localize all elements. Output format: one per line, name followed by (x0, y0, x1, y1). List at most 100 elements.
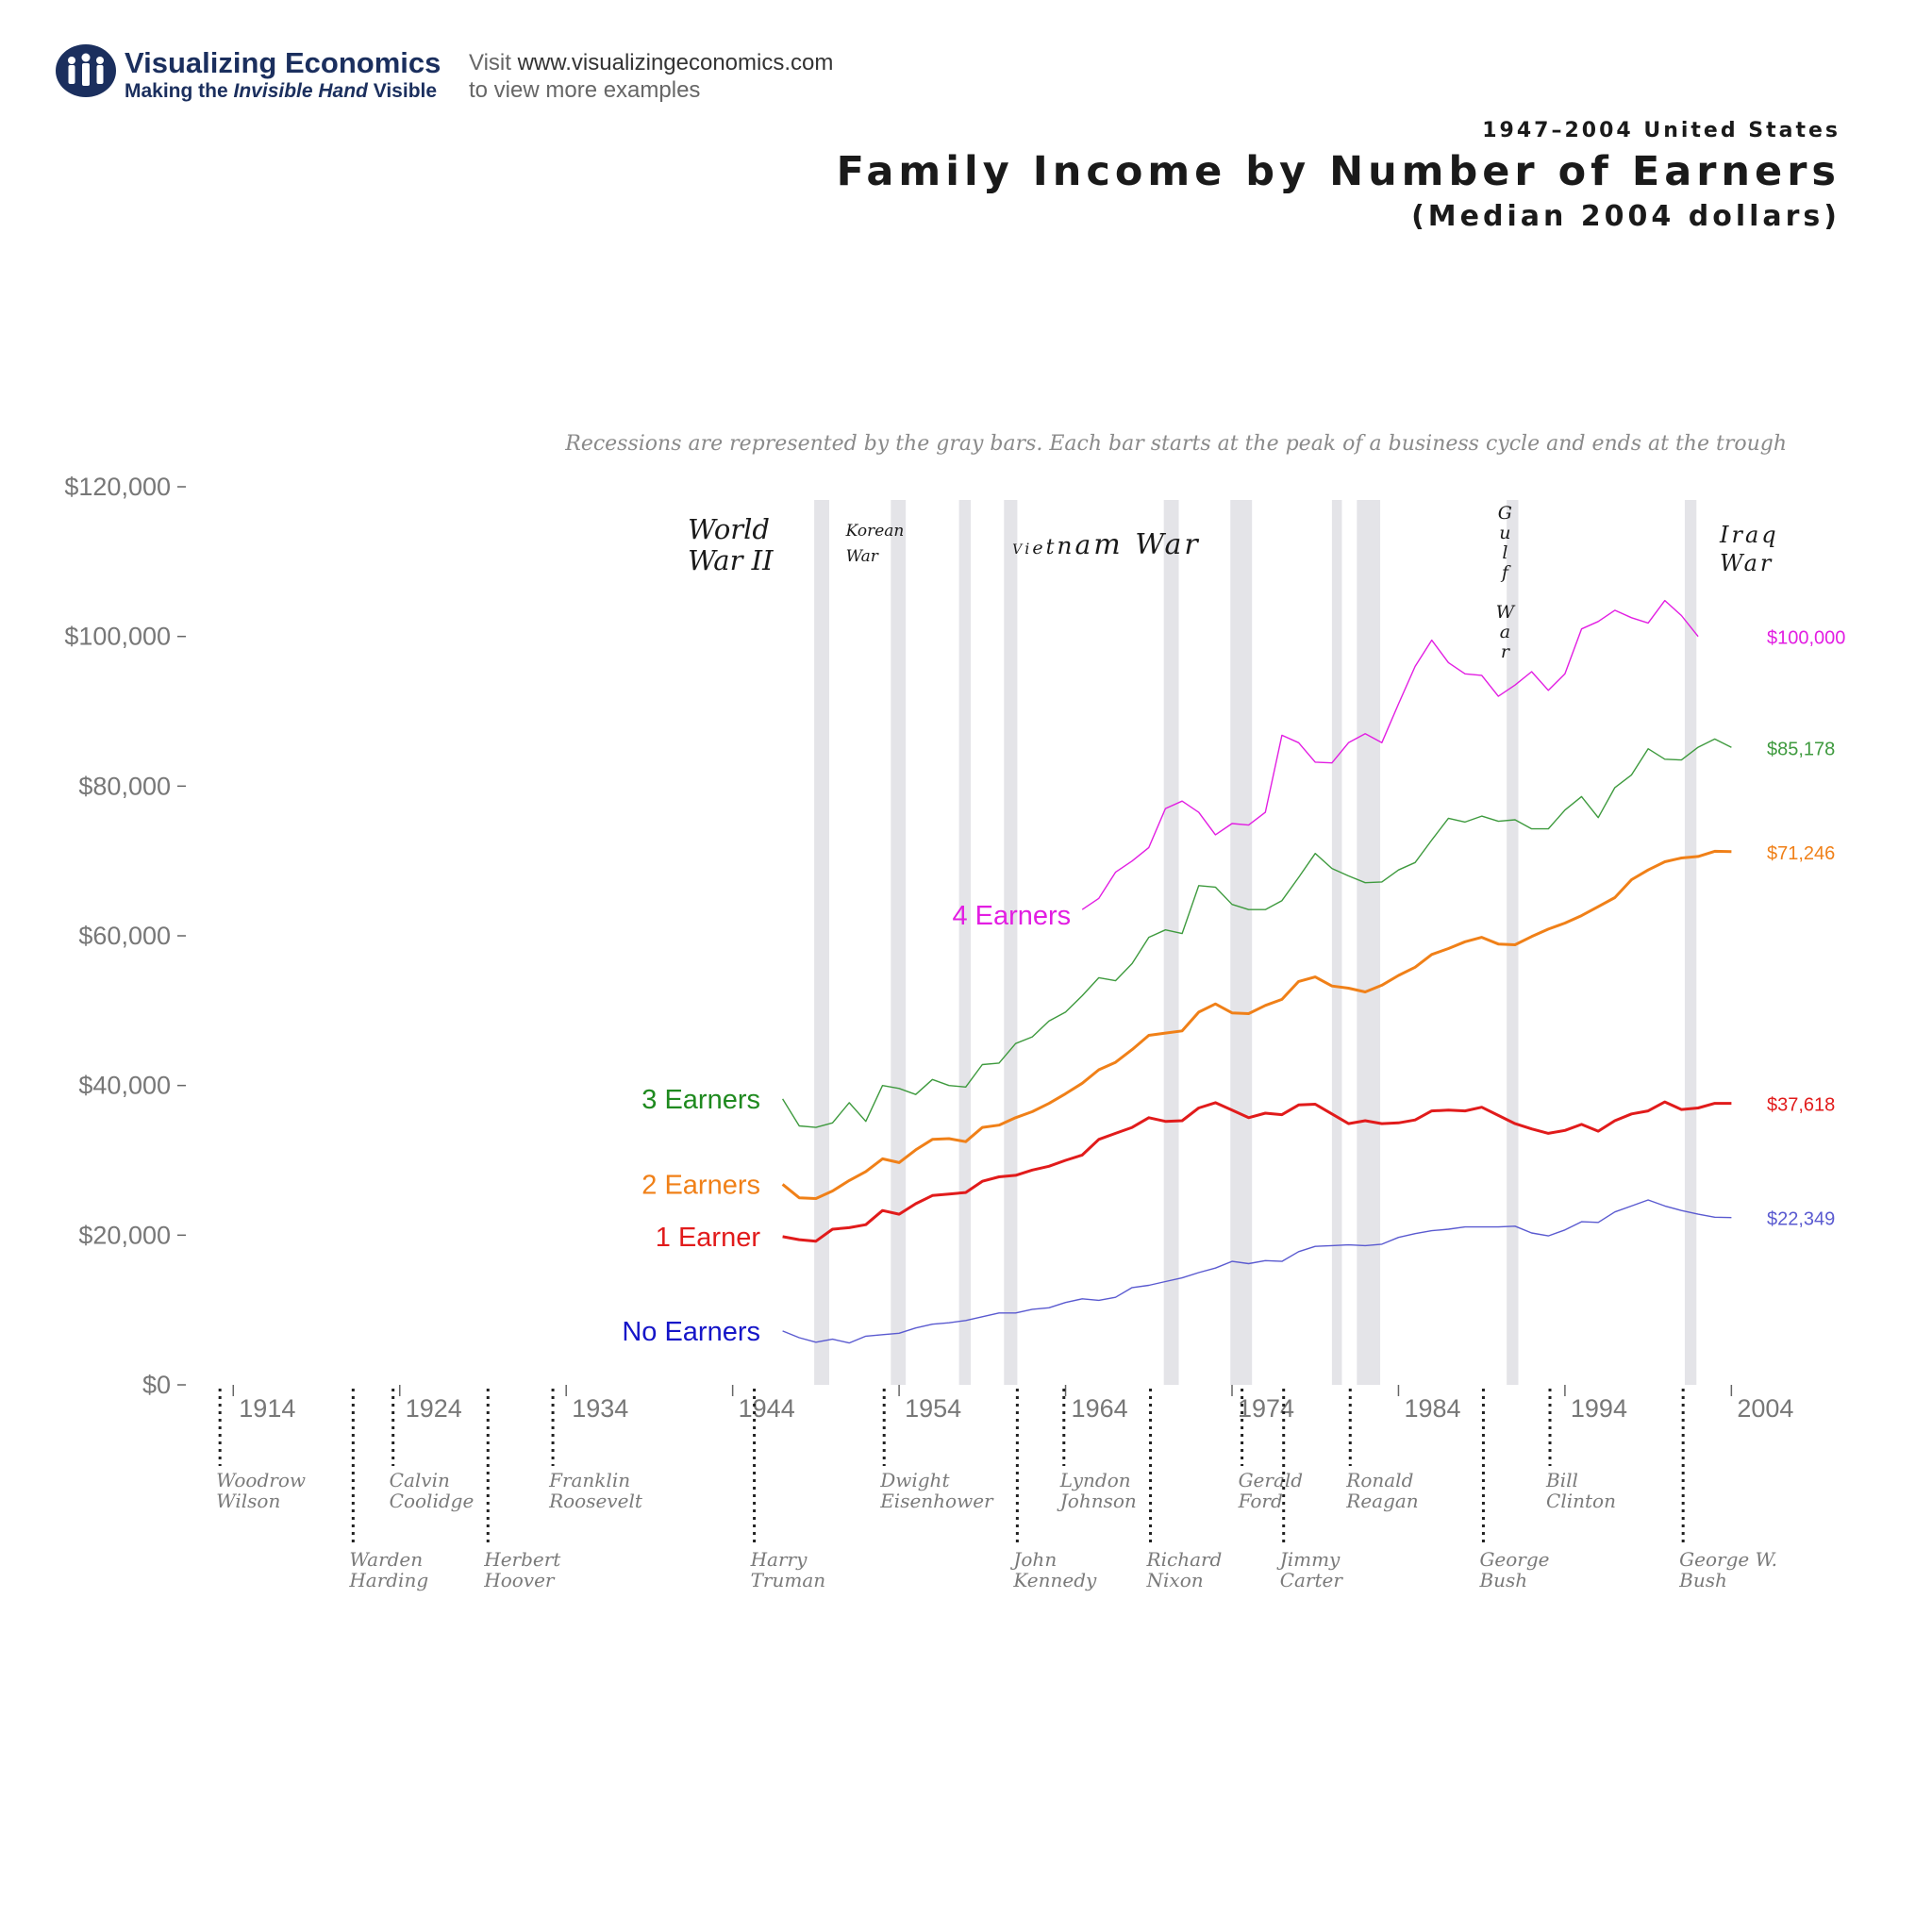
x-tick-label: 1964 (1072, 1394, 1128, 1423)
end-label-3-earners: $85,178 (1767, 739, 1835, 759)
president-label-lyndon-johnson: Lyndon (1059, 1469, 1131, 1491)
y-tick-label: $60,000 (78, 922, 171, 950)
visit-note: Visit www.visualizingeconomics.com to vi… (469, 49, 833, 104)
brand-name: Visualizing Economics (125, 46, 441, 79)
x-tick-label: 1944 (739, 1394, 795, 1423)
president-label-calvin-coolidge: Coolidge (390, 1490, 475, 1512)
y-tick-label: $40,000 (78, 1072, 171, 1100)
war-label-3: W (1496, 602, 1516, 623)
president-label-bill-clinton: Bill (1545, 1469, 1578, 1491)
x-tick-label: 1934 (572, 1394, 628, 1423)
series-line-4-earners (1081, 599, 1699, 910)
war-label-3: G (1498, 503, 1512, 524)
president-label-herbert-hoover: Herbert (483, 1548, 561, 1571)
series-line-3-earners (782, 738, 1732, 1128)
recession-bar-9 (1684, 500, 1697, 1385)
president-label-jimmy-carter: Carter (1280, 1569, 1344, 1591)
war-label-1: War (846, 547, 879, 566)
brand-tagline: Making the Invisible Hand Visible (125, 79, 441, 104)
end-label-1-earner: $37,618 (1767, 1095, 1835, 1116)
recession-bar-4 (1163, 500, 1179, 1385)
president-label-lyndon-johnson: Johnson (1057, 1490, 1137, 1512)
visit-prefix: Visit (469, 50, 518, 75)
x-tick-label: 1924 (406, 1394, 462, 1423)
series-label-4-earners: 4 Earners (952, 901, 1071, 931)
series-label-2-earners: 2 Earners (641, 1170, 760, 1200)
president-label-john-kennedy: Kennedy (1012, 1569, 1097, 1591)
x-axis: 1914 1924 1934 1944 1954 1964 1974 1984 1994 2004 (232, 1385, 1793, 1423)
visit-line-2: to view more examples (469, 77, 701, 103)
chart-subtitle: 1947–2004 United States (1482, 119, 1840, 142)
end-label-no-earners: $22,349 (1767, 1209, 1835, 1230)
recession-bar-3 (1004, 500, 1018, 1385)
president-label-ronald-reagan: Ronald (1345, 1469, 1413, 1491)
y-tick-label: $20,000 (78, 1221, 171, 1249)
war-label-4: Iraq (1719, 522, 1779, 548)
president-label-george-w-bush: Bush (1678, 1569, 1727, 1591)
y-tick-label: $0 (142, 1371, 171, 1399)
x-tick-label: 1984 (1404, 1394, 1460, 1423)
y-tick-label: $100,000 (64, 623, 171, 651)
series-label-3-earners: 3 Earners (641, 1085, 760, 1115)
recession-bar-0 (814, 500, 829, 1385)
recession-bar-2 (958, 500, 971, 1385)
visit-url[interactable]: www.visualizingeconomics.com (517, 50, 834, 75)
x-tick-label: 1994 (1571, 1394, 1627, 1423)
tagline-end: Visible (367, 80, 438, 102)
president-label-gerald-ford: Ford (1238, 1490, 1283, 1512)
president-label-george-bush: Bush (1478, 1569, 1527, 1591)
recession-note: Recessions are represented by the gray b… (564, 432, 1787, 456)
president-label-warden-harding: Warden (349, 1548, 423, 1571)
tagline-emphasis: Invisible Hand (233, 80, 368, 102)
president-label-bill-clinton: Clinton (1546, 1490, 1616, 1512)
president-label-woodrow-wilson: Wilson (216, 1490, 280, 1512)
chart-header: 1947–2004 United States Family Income by… (837, 117, 1840, 236)
president-label-richard-nixon: Richard (1146, 1548, 1223, 1571)
visit-line-1: Visit www.visualizingeconomics.com (469, 49, 833, 76)
series-label-no-earners: No Earners (622, 1317, 760, 1347)
president-label-harry-truman: Harry (750, 1548, 808, 1571)
chart-title: Family Income by Number of Earners (836, 148, 1840, 195)
recession-bar-8 (1507, 500, 1519, 1385)
war-label-3: f (1500, 562, 1511, 583)
war-label-4: War (1720, 550, 1774, 576)
tagline-start: Making the (125, 80, 234, 102)
war-label-3: l (1502, 542, 1507, 563)
president-label-franklin-roosevelt: Franklin (548, 1469, 630, 1491)
president-label-harry-truman: Truman (751, 1569, 826, 1591)
recession-bar-5 (1230, 500, 1253, 1385)
war-label-0: War II (688, 544, 774, 576)
x-tick-label: 1914 (239, 1394, 295, 1423)
president-label-herbert-hoover: Hoover (483, 1569, 556, 1591)
war-label-1: Korean (845, 522, 905, 541)
recession-bar-6 (1331, 500, 1342, 1385)
war-label-3: a (1500, 622, 1510, 642)
visualizing-economics-logo-icon (56, 44, 116, 97)
war-label-3: u (1499, 523, 1510, 543)
war-label-0: World (688, 513, 770, 545)
war-label-3: r (1501, 641, 1511, 662)
series-labels: $100,000 4 Earners $85,178 3 Earners $71,246… (622, 628, 1845, 1347)
series-line-no-earners (782, 1199, 1732, 1344)
y-tick-label: $80,000 (78, 772, 171, 800)
x-tick-label: 2004 (1737, 1394, 1793, 1423)
series-line-1-earner (782, 1100, 1732, 1243)
president-label-george-bush: George (1479, 1548, 1549, 1571)
end-label-2-earners: $71,246 (1767, 843, 1835, 864)
president-label-franklin-roosevelt: Roosevelt (548, 1490, 643, 1512)
president-label-richard-nixon: Nixon (1146, 1569, 1204, 1591)
president-label-ronald-reagan: Reagan (1345, 1490, 1418, 1512)
war-label-2: Vietnam War (1012, 528, 1201, 561)
president-label-gerald-ford: Gerald (1239, 1469, 1304, 1491)
president-label-woodrow-wilson: Woodrow (216, 1469, 306, 1491)
series-lines (781, 599, 1732, 1344)
recession-bars (814, 500, 1697, 1385)
branding: Visualizing Economics Making the Invisib… (125, 47, 441, 104)
y-axis: $0 $20,000 $40,000 $60,000 $80,000 $100,000 $1… (64, 473, 186, 1399)
president-label-dwight-eisenhower: Eisenhower (879, 1490, 994, 1512)
x-tick-label: 1954 (905, 1394, 961, 1423)
president-label-calvin-coolidge: Calvin (390, 1469, 450, 1491)
